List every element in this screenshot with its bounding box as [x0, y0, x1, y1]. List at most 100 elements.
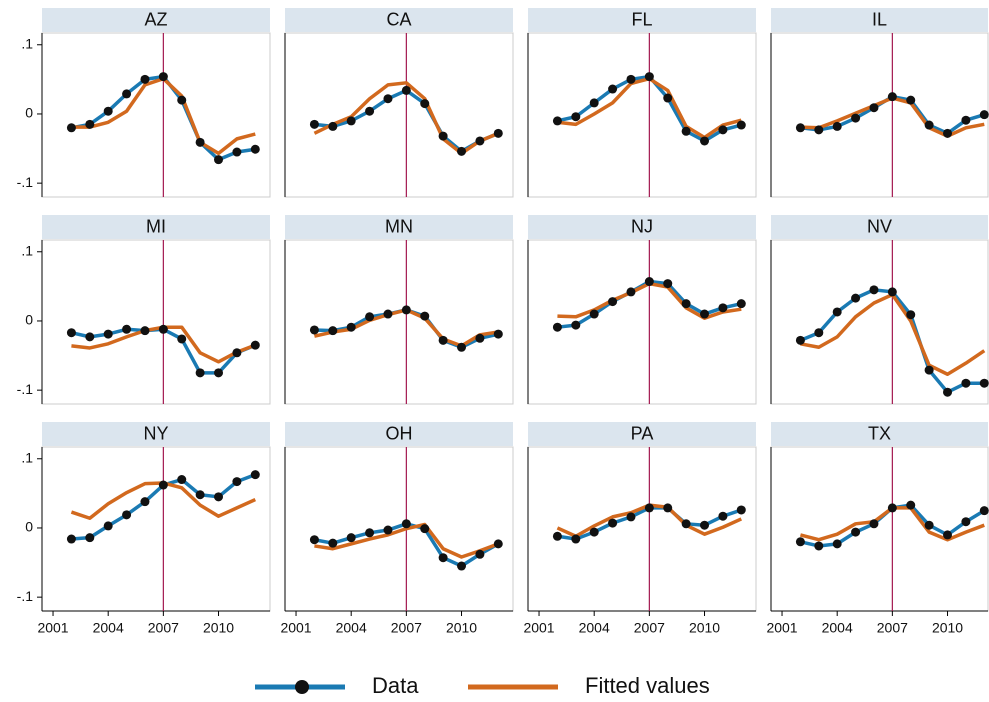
plot-frame — [41, 446, 271, 612]
panel-title: NV — [867, 216, 892, 236]
strip — [528, 215, 756, 239]
data-point — [663, 279, 673, 289]
x-tick-label: 2004 — [822, 620, 853, 636]
data-point — [589, 527, 599, 537]
data-point — [140, 497, 150, 507]
panel-title: MN — [385, 216, 413, 236]
data-point — [383, 525, 393, 535]
data-point — [493, 539, 503, 549]
data-point — [700, 136, 710, 146]
y-tick-label: -.1 — [17, 588, 34, 604]
data-point — [718, 303, 728, 313]
data-point — [718, 511, 728, 521]
data-point — [663, 503, 673, 513]
y-tick-label: 0 — [25, 105, 33, 121]
data-point — [365, 528, 375, 538]
data-point — [365, 106, 375, 116]
x-tick-label: 2001 — [523, 620, 554, 636]
data-point — [589, 309, 599, 319]
data-point — [177, 475, 187, 485]
data-point — [943, 387, 953, 397]
data-point — [493, 128, 503, 138]
plot-frame — [284, 446, 514, 612]
panel-title: TX — [868, 423, 891, 443]
data-point — [663, 93, 673, 103]
data-point — [177, 334, 187, 344]
strip — [528, 422, 756, 446]
data-point — [943, 128, 953, 138]
panel-title: IL — [872, 9, 887, 29]
data-point — [346, 116, 356, 126]
data-point — [328, 538, 338, 548]
data-point — [795, 335, 805, 345]
data-point — [309, 325, 319, 335]
data-point — [814, 125, 824, 135]
data-point — [869, 103, 879, 113]
data-point — [906, 310, 916, 320]
data-point — [814, 541, 824, 551]
plot-frame — [41, 32, 271, 198]
data-point — [979, 110, 989, 120]
data-point — [195, 490, 205, 500]
data-point — [214, 155, 224, 165]
plot-frame — [527, 239, 757, 405]
x-tick-label: 2004 — [579, 620, 610, 636]
data-point — [608, 84, 618, 94]
x-tick-label: 2010 — [446, 620, 477, 636]
data-point — [700, 520, 710, 530]
data-point — [608, 518, 618, 528]
data-point — [979, 506, 989, 516]
data-point — [250, 340, 260, 350]
data-point — [924, 120, 934, 130]
data-point — [961, 115, 971, 125]
data-point — [700, 309, 710, 319]
panel-title: OH — [386, 423, 413, 443]
strip — [42, 8, 270, 32]
data-point — [832, 307, 842, 317]
data-point — [232, 147, 242, 157]
data-point — [232, 477, 242, 487]
data-point — [552, 531, 562, 541]
data-point — [365, 312, 375, 322]
data-point — [438, 131, 448, 141]
plot-frame — [41, 239, 271, 405]
x-tick-label: 2007 — [148, 620, 179, 636]
series-line — [314, 522, 499, 559]
data-point — [681, 519, 691, 529]
y-tick-label: .1 — [21, 35, 33, 51]
data-point — [140, 326, 150, 336]
data-point — [214, 492, 224, 502]
plot-frame — [284, 32, 514, 198]
panel-title: NJ — [631, 216, 653, 236]
y-tick-label: .1 — [21, 242, 33, 258]
data-point — [85, 119, 95, 129]
data-point — [832, 539, 842, 549]
data-point — [122, 510, 132, 520]
x-tick-label: 2007 — [391, 620, 422, 636]
data-point — [571, 320, 581, 330]
data-point — [66, 534, 76, 544]
legend-label: Fitted values — [585, 673, 710, 698]
data-point — [961, 517, 971, 527]
data-point — [644, 72, 654, 82]
strip — [285, 8, 513, 32]
data-point — [887, 92, 897, 102]
data-point — [232, 348, 242, 358]
data-point — [66, 123, 76, 133]
data-point — [571, 534, 581, 544]
data-point — [718, 125, 728, 135]
data-point — [158, 480, 168, 490]
data-point — [250, 470, 260, 480]
data-point — [493, 329, 503, 339]
data-point — [589, 98, 599, 108]
y-tick-label: 0 — [25, 312, 33, 328]
data-point — [66, 328, 76, 338]
x-tick-label: 2004 — [93, 620, 124, 636]
data-point — [626, 74, 636, 84]
data-point — [906, 500, 916, 510]
data-point — [103, 521, 113, 531]
data-point — [103, 106, 113, 116]
data-point — [943, 530, 953, 540]
x-tick-label: 2007 — [877, 620, 908, 636]
